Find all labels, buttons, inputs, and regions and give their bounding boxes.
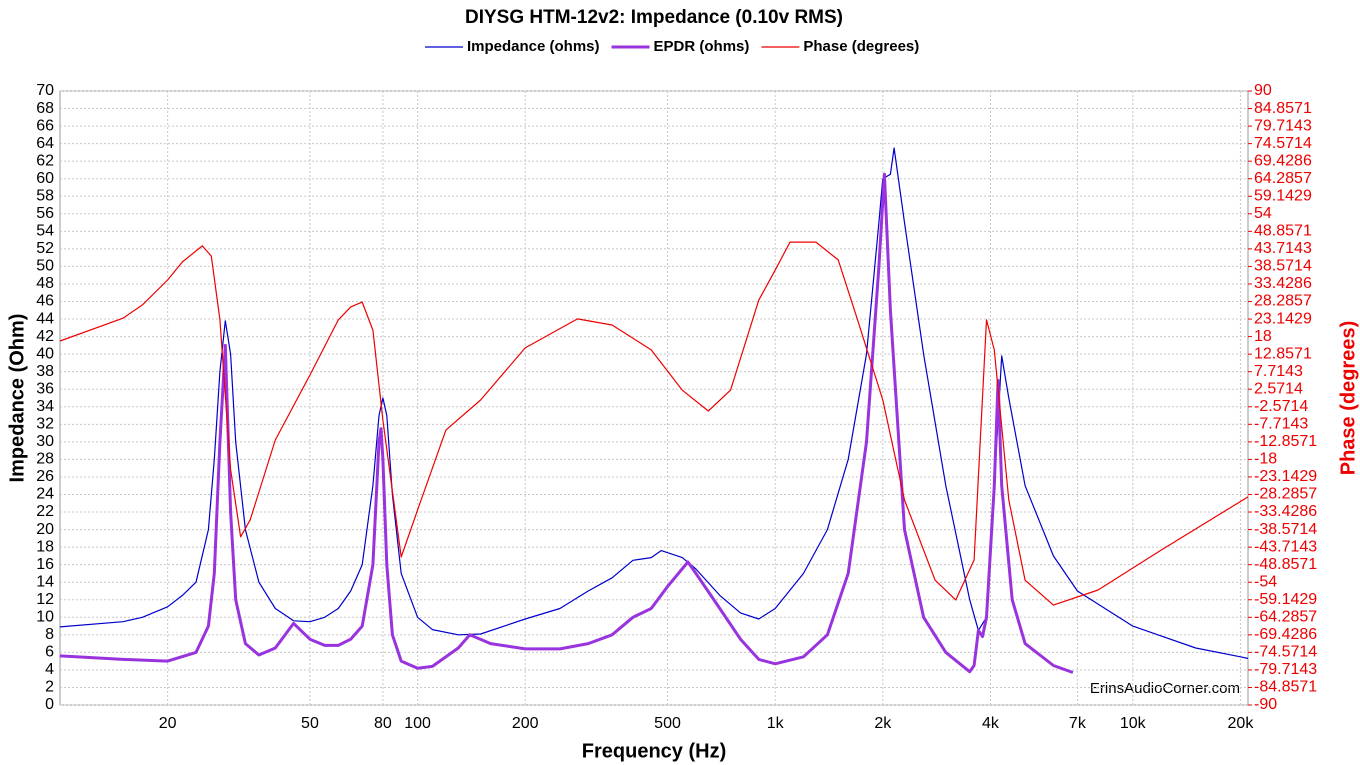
- y-tick-label: 52: [36, 240, 54, 257]
- y-tick-label: 12: [36, 591, 54, 608]
- y2-tick-label: 59.1429: [1254, 187, 1312, 204]
- y-tick-label: 14: [36, 573, 54, 590]
- y2-tick-label: 64.2857: [1254, 170, 1312, 187]
- y-tick-label: 46: [36, 293, 54, 310]
- series-line: [59, 241, 1249, 606]
- y-tick-label: 4: [45, 661, 54, 678]
- y2-tick-label: -12.8571: [1254, 433, 1317, 450]
- y2-tick-label: -84.8571: [1254, 679, 1317, 696]
- y2-tick-label: -48.8571: [1254, 556, 1317, 573]
- y2-tick-label: -59.1429: [1254, 591, 1317, 608]
- y2-tick-label: 2.5714: [1254, 380, 1303, 397]
- y-tick-label: 58: [36, 187, 54, 204]
- y2-axis-title: Phase (degrees): [1337, 321, 1359, 476]
- y2-tick-label: 69.4286: [1254, 152, 1312, 169]
- y2-tick-label: 43.7143: [1254, 240, 1312, 257]
- y-tick-label: 30: [36, 433, 54, 450]
- y-tick-label: 18: [36, 538, 54, 555]
- y2-tick-label: 18: [1254, 328, 1272, 345]
- y-tick-label: 28: [36, 451, 54, 468]
- y2-tick-label: 23.1429: [1254, 310, 1312, 327]
- x-axis-title: Frequency (Hz): [582, 740, 726, 762]
- y-tick-label: 16: [36, 556, 54, 573]
- y2-tick-label: 84.8571: [1254, 100, 1312, 117]
- y-tick-label: 42: [36, 328, 54, 345]
- y2-tick-label: 12.8571: [1254, 345, 1312, 362]
- series-line: [59, 147, 1249, 660]
- x-tick-label: 500: [654, 715, 681, 732]
- x-tick-label: 200: [512, 715, 539, 732]
- y-tick-label: 24: [36, 486, 54, 503]
- y-tick-label: 40: [36, 345, 54, 362]
- y-tick-label: 60: [36, 170, 54, 187]
- y2-tick-label: -33.4286: [1254, 503, 1317, 520]
- legend-label: EPDR (ohms): [654, 38, 750, 55]
- y-tick-label: 68: [36, 100, 54, 117]
- y-tick-label: 66: [36, 117, 54, 134]
- y-tick-label: 22: [36, 503, 54, 520]
- y2-tick-label: 33.4286: [1254, 275, 1312, 292]
- y-tick-label: 50: [36, 258, 54, 275]
- legend-label: Phase (degrees): [803, 38, 919, 55]
- y-tick-label: 54: [36, 223, 54, 240]
- y-tick-label: 0: [45, 696, 54, 713]
- y2-tick-label: -74.5714: [1254, 644, 1317, 661]
- y2-tick-label: -79.7143: [1254, 661, 1317, 678]
- y-tick-label: 6: [45, 644, 54, 661]
- watermark: ErinsAudioCorner.com: [1090, 680, 1240, 697]
- y2-tick-label: -43.7143: [1254, 538, 1317, 555]
- y2-tick-label: 54: [1254, 205, 1272, 222]
- y2-tick-label: -2.5714: [1254, 398, 1308, 415]
- x-tick-label: 50: [301, 715, 319, 732]
- y2-tick-label: -28.2857: [1254, 486, 1317, 503]
- y2-tick-label: -38.5714: [1254, 521, 1317, 538]
- y2-tick-label: -54: [1254, 573, 1277, 590]
- y2-tick-label: -18: [1254, 451, 1277, 468]
- x-tick-label: 100: [404, 715, 431, 732]
- y-tick-label: 38: [36, 363, 54, 380]
- chart-title: DIYSG HTM-12v2: Impedance (0.10v RMS): [465, 7, 843, 28]
- y2-tick-label: -64.2857: [1254, 609, 1317, 626]
- y2-tick-label: -69.4286: [1254, 626, 1317, 643]
- y-tick-label: 70: [36, 82, 54, 99]
- y-tick-label: 10: [36, 609, 54, 626]
- y-tick-label: 62: [36, 152, 54, 169]
- x-tick-label: 2k: [874, 715, 892, 732]
- x-tick-label: 1k: [767, 715, 785, 732]
- y2-tick-label: 74.5714: [1254, 135, 1312, 152]
- y-tick-label: 36: [36, 380, 54, 397]
- y2-tick-label: 28.2857: [1254, 293, 1312, 310]
- y2-tick-label: 7.7143: [1254, 363, 1303, 380]
- y-tick-label: 56: [36, 205, 54, 222]
- y-tick-label: 26: [36, 468, 54, 485]
- y2-tick-label: 79.7143: [1254, 117, 1312, 134]
- x-tick-label: 4k: [982, 715, 1000, 732]
- series-line: [59, 172, 1074, 674]
- y-tick-label: 34: [36, 398, 54, 415]
- x-tick-label: 20: [159, 715, 177, 732]
- y-tick-label: 2: [45, 679, 54, 696]
- y-tick-label: 20: [36, 521, 54, 538]
- y-tick-label: 32: [36, 416, 54, 433]
- y2-tick-label: -23.1429: [1254, 468, 1317, 485]
- legend-label: Impedance (ohms): [467, 38, 600, 55]
- y2-tick-label: -7.7143: [1254, 416, 1308, 433]
- y2-tick-label: 38.5714: [1254, 258, 1312, 275]
- y2-tick-label: 90: [1254, 82, 1272, 99]
- y-axis-title: Impedance (Ohm): [6, 314, 28, 483]
- y2-tick-label: 48.8571: [1254, 223, 1312, 240]
- x-tick-label: 7k: [1069, 715, 1087, 732]
- y-tick-label: 44: [36, 310, 54, 327]
- y-tick-label: 48: [36, 275, 54, 292]
- x-tick-label: 20k: [1228, 715, 1255, 732]
- y2-tick-label: -90: [1254, 696, 1277, 713]
- y-tick-label: 8: [45, 626, 54, 643]
- x-tick-label: 10k: [1120, 715, 1147, 732]
- x-tick-label: 80: [374, 715, 392, 732]
- y-tick-label: 64: [36, 135, 54, 152]
